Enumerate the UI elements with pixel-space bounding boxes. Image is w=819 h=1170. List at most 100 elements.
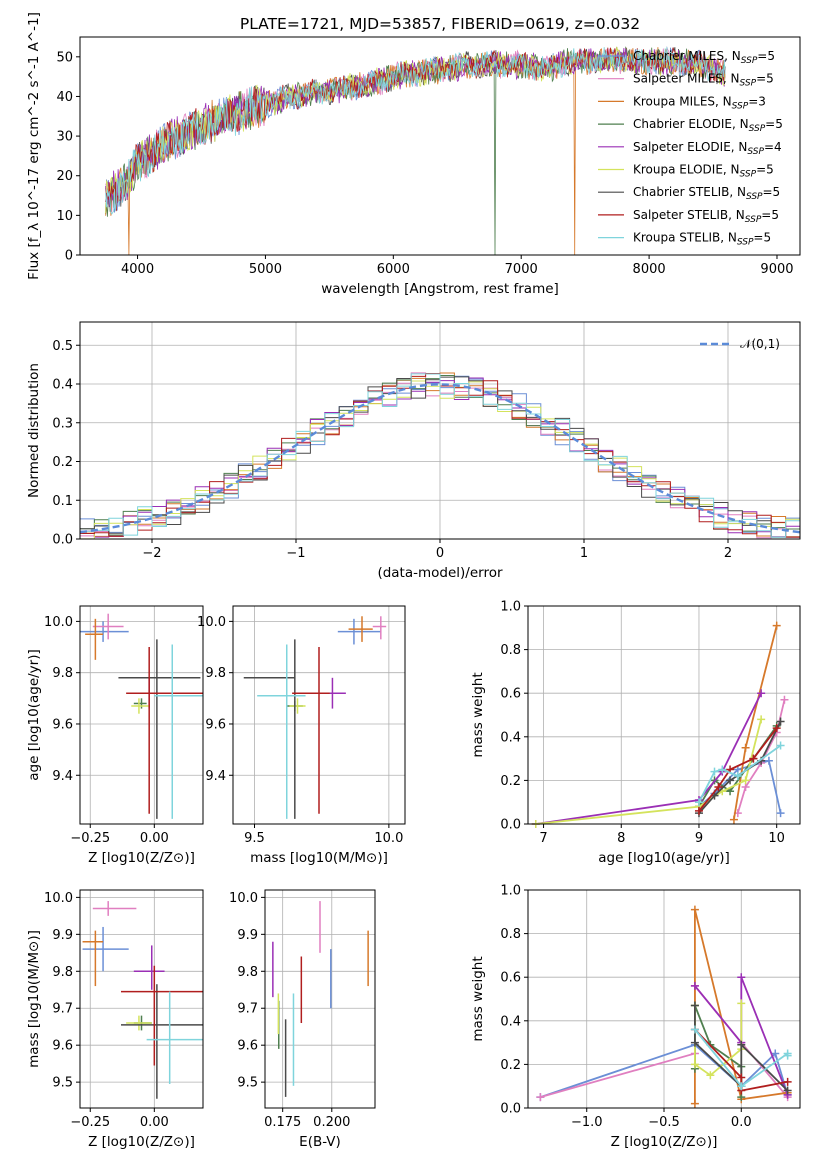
x-tick-label: 8: [617, 831, 625, 846]
y-tick-label: 9.5: [237, 1076, 258, 1091]
x-tick-label: −1: [286, 546, 305, 561]
weight-marker: [737, 1040, 746, 1049]
y-tick-label: 9.6: [52, 1039, 73, 1054]
x-axis-label: E(B-V): [299, 1134, 341, 1150]
y-tick-label: 0.2: [500, 1058, 521, 1073]
y-tick-label: 9.7: [237, 1002, 258, 1017]
weight-marker: [690, 1025, 699, 1034]
mass_weight_vs_age-axes: 7 8 9 10 0.0 0.2 0.4 0.6 0.8 1.0 age [log10(age/yr…: [470, 600, 800, 866]
weight-marker: [710, 767, 719, 776]
y-tick-label: 1.0: [500, 884, 521, 899]
age_vs_Z-axes: −0.25 0.00 9.4 9.6 9.8 10.0 Z [log10(Z/Z⊙)] age…: [26, 606, 203, 866]
y-tick-label: 10.0: [44, 891, 73, 906]
weight-marker: [694, 806, 703, 815]
weight-marker: [741, 743, 750, 752]
x-tick-label: 0: [436, 546, 444, 561]
y-tick-label: 0.5: [52, 339, 73, 354]
weight-marker: [783, 1077, 792, 1086]
weight-marker: [757, 689, 766, 698]
y-axis-label: mass weight: [470, 672, 486, 757]
x-axis-label: Z [log10(Z/Z⊙)]: [611, 1134, 718, 1150]
y-tick-label: 0.0: [500, 818, 521, 833]
weight-marker: [690, 1060, 699, 1069]
x-tick-label: 8000: [633, 262, 666, 277]
weight-marker: [690, 1099, 699, 1108]
weight-marker: [749, 754, 758, 763]
weight-marker: [690, 1001, 699, 1010]
weight-marker: [714, 782, 723, 791]
x-tick-label: 0.175: [264, 1115, 301, 1130]
weight-marker: [737, 1082, 746, 1091]
y-tick-label: 9.4: [52, 769, 73, 784]
y-tick-label: 0.8: [500, 927, 521, 942]
weight-series-2: [733, 625, 778, 820]
mass_vs_Z-axes: −0.25 0.00 9.5 9.6 9.7 9.8 9.9 10.0 Z [log10(Z/Z…: [26, 890, 203, 1150]
weight-marker: [764, 756, 773, 765]
weight-marker: [776, 809, 785, 818]
y-tick-label: 0.6: [500, 971, 521, 986]
residuals-axes: −2 −1 0 1 2 0.0 0.1 0.2 0.3 0.4 0.5 (data-model)/er…: [26, 322, 800, 581]
weight-marker: [718, 765, 727, 774]
mass_vs_ebv-axes: 0.175 0.200 9.5 9.6 9.7 9.8 9.9 10.0 E(B-V): [229, 890, 375, 1150]
x-tick-label: −0.5: [648, 1115, 680, 1130]
y-tick-label: 0.4: [500, 1014, 521, 1029]
y-tick-label: 9.9: [237, 928, 258, 943]
y-tick-label: 10.0: [44, 615, 73, 630]
y-tick-label: 10.0: [197, 615, 226, 630]
weight-marker: [737, 1073, 746, 1082]
x-axis-label: Z [log10(Z/Z⊙)]: [88, 1134, 195, 1150]
x-tick-label: 2: [724, 546, 732, 561]
y-tick-label: 0.1: [52, 494, 73, 509]
weight-marker: [694, 798, 703, 807]
age_vs_mass-axes: 9.5 10.0 9.4 9.6 9.8 10.0 mass [log10(M/M⊙)]: [197, 606, 405, 866]
y-tick-label: 0.4: [52, 378, 73, 393]
weight-marker: [536, 1093, 545, 1102]
figure-title: PLATE=1721, MJD=53857, FIBERID=0619, z=0…: [240, 15, 640, 33]
x-tick-label: 9: [695, 831, 703, 846]
legend-label: Chabrier ELODIE, NSSP=5: [633, 117, 783, 134]
weight-marker: [783, 1051, 792, 1060]
y-tick-label: 9.6: [205, 717, 226, 732]
spectrum-legend: Chabrier MILES, NSSP=5 Salpeter MILES, NS…: [598, 49, 783, 248]
x-tick-label: 5000: [249, 262, 282, 277]
y-tick-label: 9.9: [52, 928, 73, 943]
weight-marker: [757, 715, 766, 724]
mass_vs_Z-frame: [79, 889, 204, 1109]
y-tick-label: 1.0: [500, 600, 521, 615]
y-tick-label: 10.0: [229, 891, 258, 906]
y-tick-label: 0: [65, 249, 73, 264]
weight-marker: [729, 815, 738, 824]
weight-marker: [741, 776, 750, 785]
mass_weight_vs_Z-axes: −1.0 −0.5 0.0 0.0 0.2 0.4 0.6 0.8 1.0 Z [log10(Z/…: [470, 884, 800, 1150]
x-axis-label: (data-model)/error: [377, 565, 503, 581]
weight-marker: [772, 724, 781, 733]
residuals-frame: [79, 321, 801, 540]
x-tick-label: −0.25: [70, 831, 110, 846]
weight-marker: [690, 981, 699, 990]
x-tick-label: 7000: [505, 262, 538, 277]
weight-marker: [771, 1049, 780, 1058]
x-tick-label: 0.00: [140, 831, 169, 846]
legend-label: Salpeter ELODIE, NSSP=4: [633, 140, 782, 157]
legend-label: Chabrier STELIB, NSSP=5: [633, 185, 780, 202]
y-tick-label: 20: [56, 169, 73, 184]
y-tick-label: 9.7: [52, 1002, 73, 1017]
weight-marker: [772, 621, 781, 630]
weight-marker: [776, 717, 785, 726]
x-axis-label: mass [log10(M/M⊙)]: [250, 850, 388, 866]
mass_weight_vs_age-frame: [527, 605, 801, 825]
weight-marker: [780, 695, 789, 704]
x-tick-label: 0.200: [313, 1115, 350, 1130]
x-tick-label: 7: [539, 831, 547, 846]
y-tick-label: 9.8: [237, 965, 258, 980]
y-tick-label: 40: [56, 90, 73, 105]
y-tick-label: 9.5: [52, 1076, 73, 1091]
y-tick-label: 0.0: [52, 533, 73, 548]
y-tick-label: 0.2: [500, 774, 521, 789]
x-tick-label: −0.25: [70, 1115, 110, 1130]
x-tick-label: −1.0: [571, 1115, 603, 1130]
y-tick-label: 50: [56, 50, 73, 65]
y-tick-label: 0.2: [52, 455, 73, 470]
y-tick-label: 9.8: [52, 666, 73, 681]
spectrum-axes: 4000 5000 6000 7000 8000 9000 0 10 20 30 40 50 wavel…: [26, 12, 794, 297]
